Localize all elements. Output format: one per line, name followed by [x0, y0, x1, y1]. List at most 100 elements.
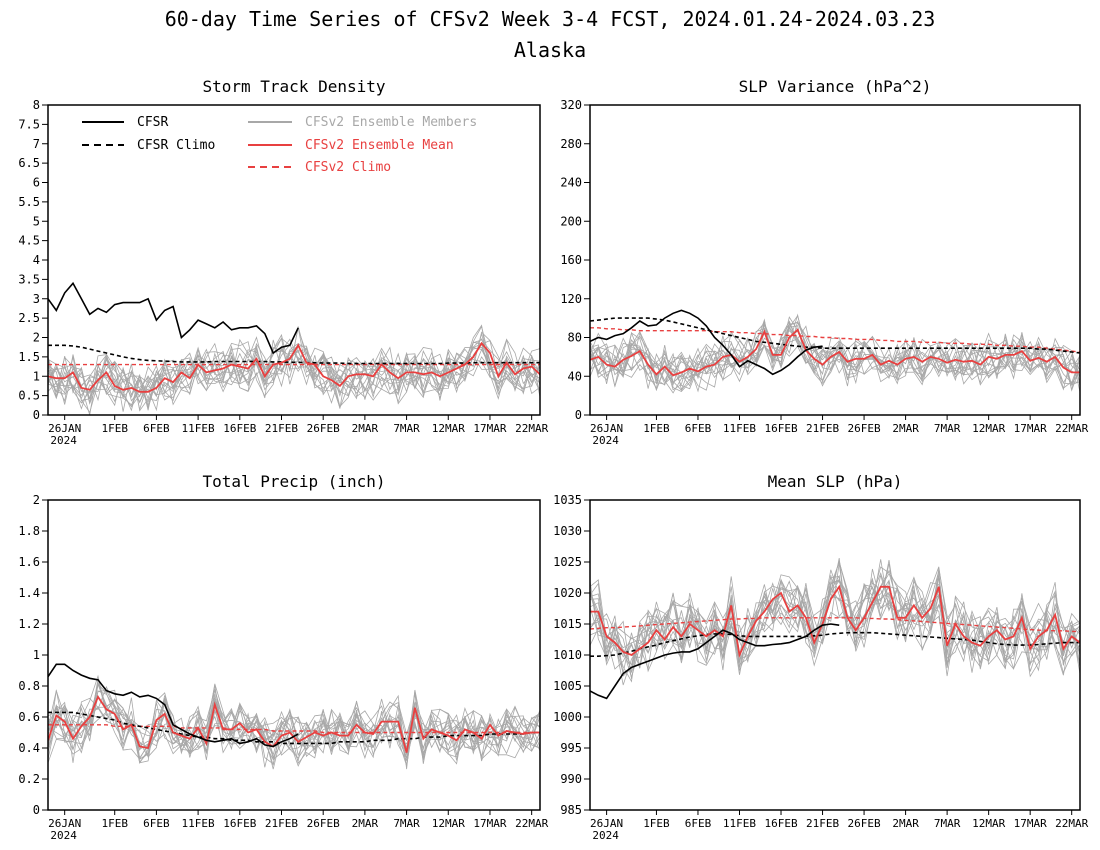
meanslp-xtick-label: 11FEB [723, 817, 756, 830]
storm-xtick-label: 11FEB [182, 422, 215, 435]
meanslp-frame [589, 499, 1081, 811]
storm-cfsr-line [48, 281, 299, 355]
slpvar-ytick-label: 160 [560, 253, 582, 267]
storm-ytick-label: 3.5 [18, 272, 40, 286]
precip-ytick-label: 1.4 [18, 586, 40, 600]
meanslp-member-line [590, 558, 1080, 670]
slpvar-ytick-label: 120 [560, 292, 582, 306]
storm-xtick-label: 17MAR [473, 422, 506, 435]
storm-ytick-label: 2.5 [18, 311, 40, 325]
slpvar-ytick-label: 80 [568, 331, 582, 345]
precip-frame [47, 499, 541, 811]
precip-xtick-label: 11FEB [182, 817, 215, 830]
storm-ytick-label: 6.5 [18, 156, 40, 170]
precip-cfsr-climo-line [48, 711, 540, 745]
meanslp-ytick-label: 990 [560, 772, 582, 786]
slpvar-ytick-label: 280 [560, 137, 582, 151]
meanslp-ytick-label: 995 [560, 741, 582, 755]
meanslp-cfsv2-climo-line [590, 617, 1080, 633]
meanslp-ytick-label: 985 [560, 803, 582, 817]
meanslp-xtick-label: 1FEB [643, 817, 670, 830]
storm-ytick-label: 3 [33, 292, 40, 306]
precip-member-line [48, 698, 540, 768]
storm-xtick-label: 7MAR [393, 422, 420, 435]
slpvar-title: SLP Variance (hPa^2) [739, 77, 932, 96]
storm-xtick-label: 2MAR [352, 422, 379, 435]
slpvar-xtick-label: 21FEB [806, 422, 839, 435]
slpvar-xtick-label: 16FEB [764, 422, 797, 435]
storm-title: Storm Track Density [202, 77, 385, 96]
slpvar-frame [589, 104, 1081, 416]
figure-title: 60-day Time Series of CFSv2 Week 3-4 FCS… [165, 7, 936, 31]
precip-member-line [48, 683, 540, 760]
precip-ytick-label: 2 [33, 493, 40, 507]
precip-xtick-label: 6FEB [143, 817, 170, 830]
precip-ytick-label: 0.8 [18, 679, 40, 693]
slpvar-xtick-label: 2MAR [892, 422, 919, 435]
meanslp-member-line [590, 579, 1080, 674]
slpvar-ytick-label: 0 [575, 408, 582, 422]
precip-xtick-label: 7MAR [393, 817, 420, 830]
precip-ytick-label: 1.6 [18, 555, 40, 569]
precip-xtick-label: 16FEB [223, 817, 256, 830]
slpvar-xtick-label: 12MAR [972, 422, 1005, 435]
precip-ytick-label: 1.8 [18, 524, 40, 538]
precip-ytick-label: 1.2 [18, 617, 40, 631]
legend: CFSR CFSR Climo CFSv2 Ensemble Members C… [82, 115, 477, 175]
meanslp-member-line [590, 563, 1080, 670]
slpvar-xtick-label: 6FEB [685, 422, 712, 435]
precip-xtick-label: 1FEB [101, 817, 128, 830]
slpvar-ytick-label: 240 [560, 176, 582, 190]
storm-cfsr-climo-line [48, 344, 540, 365]
precip-member-line [48, 689, 540, 770]
meanslp-ytick-label: 1030 [553, 524, 582, 538]
storm-ytick-label: 5.5 [18, 195, 40, 209]
meanslp-title: Mean SLP (hPa) [768, 472, 903, 491]
meanslp-member-line [590, 559, 1080, 680]
storm-ytick-label: 1.5 [18, 350, 40, 364]
meanslp-ytick-label: 1005 [553, 679, 582, 693]
legend-cfsr-climo-label: CFSR Climo [137, 138, 215, 153]
storm-member-line [48, 337, 540, 406]
storm-ytick-label: 8 [33, 98, 40, 112]
meanslp-xtick-label: 26JAN [590, 817, 623, 830]
storm-ytick-label: 5 [33, 214, 40, 228]
slpvar-ytick-label: 320 [560, 98, 582, 112]
precip-xtick-label: 21FEB [265, 817, 298, 830]
meanslp-xtick-label: 12MAR [972, 817, 1005, 830]
meanslp-ytick-label: 1025 [553, 555, 582, 569]
meanslp-xtick-label: 2MAR [892, 817, 919, 830]
storm-ytick-label: 1 [33, 369, 40, 383]
meanslp-cfsr-climo-line [590, 631, 1080, 657]
storm-ytick-label: 4.5 [18, 234, 40, 248]
precip-ytick-label: 0.6 [18, 710, 40, 724]
precip-xtick-label: 2MAR [352, 817, 379, 830]
precip-member-line [48, 678, 540, 767]
precip-cfsv2-climo-line [48, 724, 540, 734]
meanslp-xtick-label: 21FEB [806, 817, 839, 830]
storm-frame [47, 104, 541, 416]
slpvar-xtick-label: 26FEB [848, 422, 881, 435]
meanslp-cfsr-line [590, 623, 840, 700]
figure-subtitle: Alaska [514, 38, 586, 62]
meanslp-ytick-label: 1035 [553, 493, 582, 507]
storm-ytick-label: 2 [33, 331, 40, 345]
precip-cfsr-line [48, 663, 299, 748]
storm-xtick-label: 6FEB [143, 422, 170, 435]
storm-xtick-label: 21FEB [265, 422, 298, 435]
storm-member-line [48, 324, 540, 412]
slpvar-xtick-label: 22MAR [1055, 422, 1088, 435]
precip-ytick-label: 0 [33, 803, 40, 817]
precip-ytick-label: 0.2 [18, 772, 40, 786]
meanslp-xtick-label: 26FEB [848, 817, 881, 830]
meanslp-xtick-label: 7MAR [934, 817, 961, 830]
slpvar-cfsv2-climo-line [590, 327, 1080, 353]
slpvar-xtick-label: 11FEB [723, 422, 756, 435]
precip-member-line [48, 681, 540, 759]
precip-ytick-label: 0.4 [18, 741, 40, 755]
storm-member-line [48, 338, 540, 409]
storm-xtick-label: 16FEB [223, 422, 256, 435]
storm-member-line [48, 338, 540, 409]
meanslp-ytick-label: 1000 [553, 710, 582, 724]
